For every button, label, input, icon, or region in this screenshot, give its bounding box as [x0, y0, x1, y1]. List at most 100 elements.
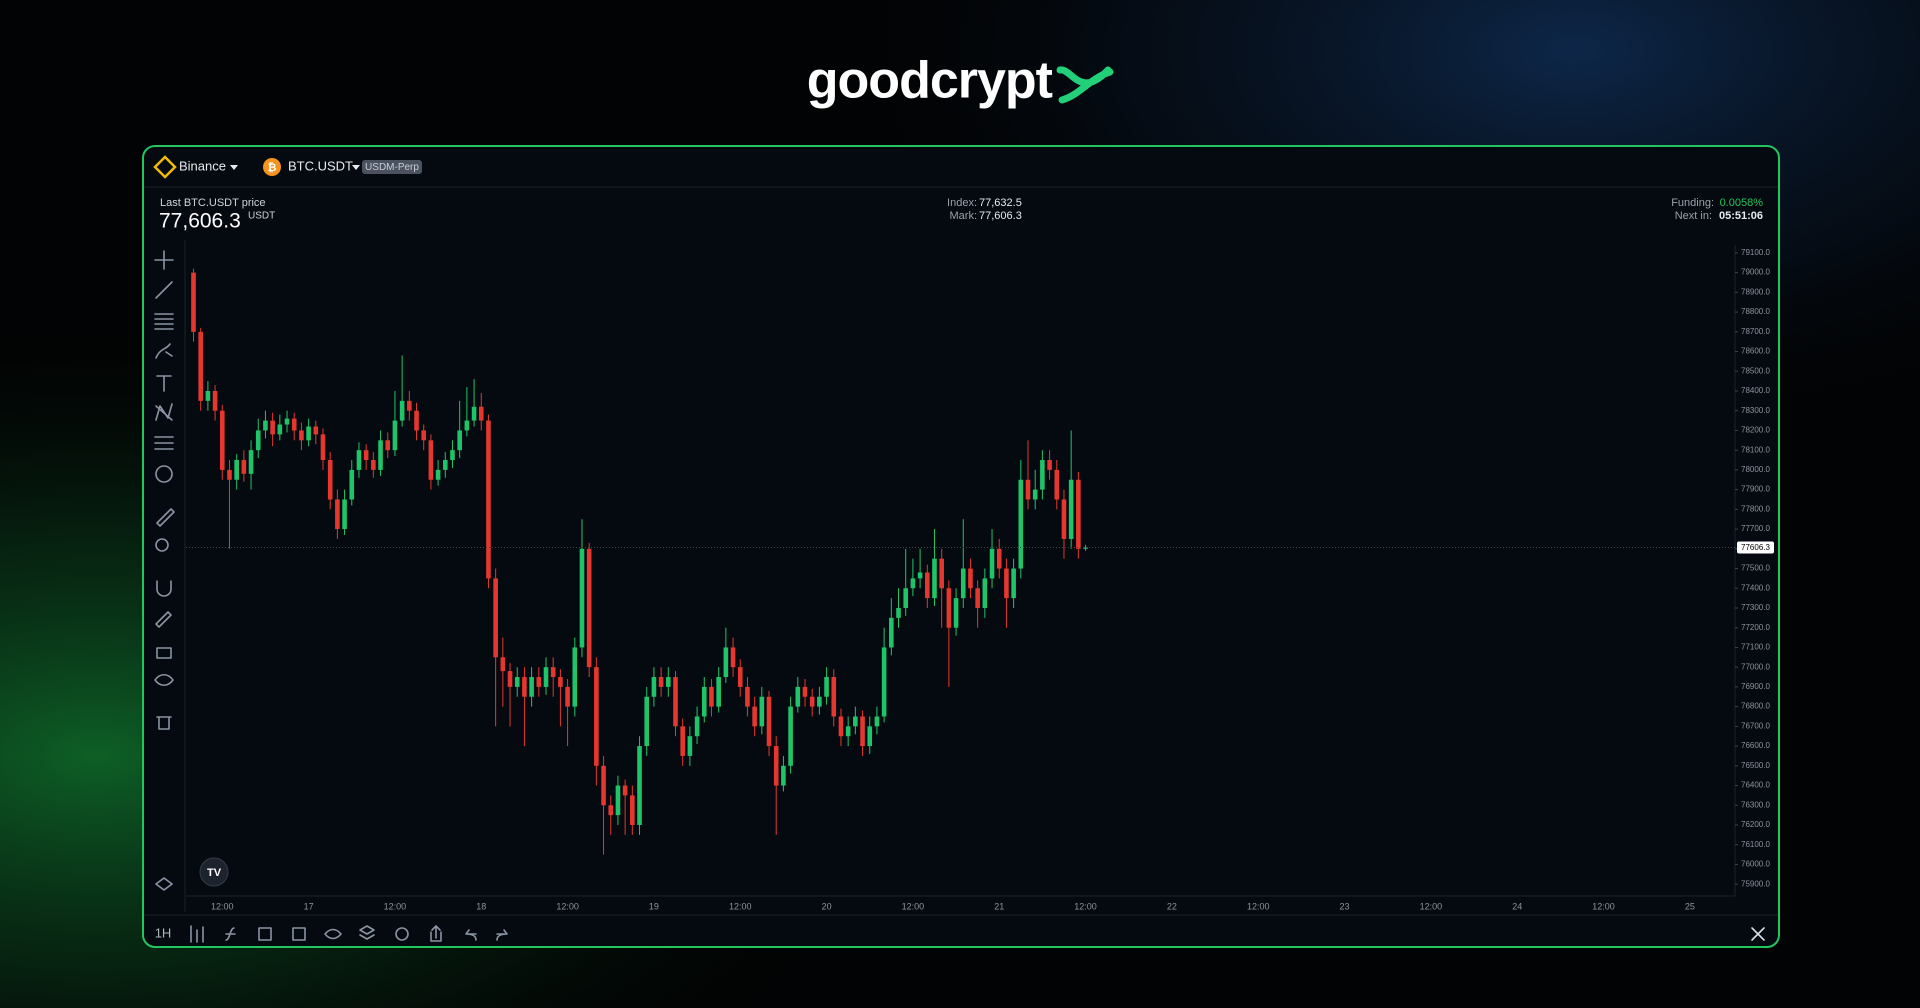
candle-body: [565, 686, 570, 707]
candle-body: [831, 677, 837, 717]
candle-body: [795, 686, 801, 707]
close-button[interactable]: [1751, 927, 1765, 941]
candle-body: [1068, 479, 1074, 539]
y-tick-label: 76600.0: [1741, 741, 1770, 750]
x-tick-label: 12:00: [1074, 901, 1097, 911]
chart-type-button[interactable]: [190, 925, 204, 943]
y-tick-label: 76200.0: [1741, 820, 1770, 829]
templates-button[interactable]: [292, 927, 306, 941]
trend-line-tool[interactable]: [155, 281, 173, 299]
y-tick-label: 78500.0: [1741, 366, 1770, 375]
x-tick-label: 12:00: [1592, 901, 1615, 911]
candle-body: [867, 726, 873, 747]
chart-panel: [142, 145, 1780, 948]
candle-body: [327, 460, 333, 500]
pair-selector[interactable]: ₿ BTC.USDT USDM-Perp: [263, 158, 422, 176]
coin-icon: [263, 158, 281, 176]
hide-tool[interactable]: [154, 673, 174, 687]
candle-body: [1047, 460, 1052, 470]
candle-body: [1083, 547, 1088, 549]
visibility-button[interactable]: [324, 928, 342, 940]
logo: goodcrypt: [807, 52, 1053, 110]
delete-tool[interactable]: [156, 716, 172, 730]
y-tick-label: 76500.0: [1741, 761, 1770, 770]
magnet-tool[interactable]: [156, 580, 172, 597]
interval-button[interactable]: 1H: [155, 925, 172, 940]
crosshair-tool[interactable]: [154, 250, 174, 270]
candle-body: [802, 686, 808, 697]
x-tick-label: 22: [1167, 901, 1177, 911]
candle-body: [457, 430, 462, 451]
candle-body: [1076, 479, 1081, 549]
compare-button[interactable]: [258, 927, 272, 941]
x-tick-label: 24: [1512, 901, 1522, 911]
x-tick-label: 12:00: [556, 901, 579, 911]
lock-tool[interactable]: [156, 647, 172, 659]
candle-body: [407, 400, 412, 411]
candle-body: [421, 430, 427, 441]
funding-value: 0.0058%: [1720, 197, 1764, 209]
candle-body: [248, 450, 254, 474]
candle-body: [522, 677, 527, 697]
candle-body: [234, 460, 239, 480]
next-funding-time: 05:51:06: [1719, 210, 1763, 222]
candle-body: [442, 460, 448, 470]
layers-tool[interactable]: [155, 877, 173, 891]
candle-body: [428, 440, 434, 480]
x-tick-label: 12:00: [384, 901, 407, 911]
candle-body: [752, 706, 757, 727]
candle-body: [1004, 568, 1009, 599]
bottom-toolbar: [190, 925, 1765, 943]
exchange-icon: [153, 155, 177, 179]
last-price: 77,606.3: [159, 210, 241, 233]
candle-body: [687, 736, 693, 756]
y-tick-label: 78700.0: [1741, 327, 1770, 336]
candle-body: [781, 765, 786, 786]
candle-body: [284, 418, 290, 425]
candle-body: [680, 726, 685, 756]
candle-body: [924, 572, 930, 599]
zoom-tool[interactable]: [155, 538, 169, 552]
y-tick-label: 79100.0: [1741, 248, 1770, 257]
brush-tool[interactable]: [155, 343, 173, 359]
prediction-tool[interactable]: [154, 436, 174, 450]
candle-body: [853, 716, 858, 727]
redo-button[interactable]: [496, 929, 508, 941]
candle-body: [586, 548, 592, 668]
lock-drawings[interactable]: [155, 611, 172, 628]
exchange-selector[interactable]: Binance: [153, 155, 238, 179]
text-tool[interactable]: [156, 375, 172, 392]
undo-button[interactable]: [465, 929, 477, 941]
candle-body: [291, 418, 297, 431]
objects-button[interactable]: [359, 925, 375, 940]
y-tick-label: 78400.0: [1741, 386, 1770, 395]
candle-body: [392, 420, 398, 451]
y-tick-label: 78200.0: [1741, 426, 1770, 435]
y-tick-label: 77000.0: [1741, 662, 1770, 671]
y-tick-label: 78000.0: [1741, 465, 1770, 474]
y-tick-label: 76000.0: [1741, 860, 1770, 869]
candle-body: [191, 272, 196, 332]
x-tick-label: 12:00: [211, 901, 234, 911]
funding-label: Funding:: [1671, 197, 1714, 209]
ruler-tool[interactable]: [156, 508, 175, 527]
candle-body: [507, 671, 513, 687]
candle-body: [270, 420, 275, 435]
candle-body: [342, 499, 347, 530]
candle-body: [644, 696, 650, 747]
settings-button[interactable]: [395, 927, 409, 941]
candle-body: [910, 578, 916, 589]
candle-body: [939, 558, 944, 589]
candle-body: [953, 598, 959, 628]
candle-body: [219, 410, 225, 470]
share-button[interactable]: [430, 925, 442, 942]
candle-body: [845, 726, 851, 737]
tradingview-badge[interactable]: [199, 857, 229, 887]
fib-tool[interactable]: [154, 313, 174, 330]
icon-tool[interactable]: [155, 465, 173, 483]
indicators-button[interactable]: [225, 927, 236, 941]
candle-body: [594, 667, 599, 766]
candle-body: [737, 667, 743, 687]
pattern-tool[interactable]: [155, 403, 173, 421]
